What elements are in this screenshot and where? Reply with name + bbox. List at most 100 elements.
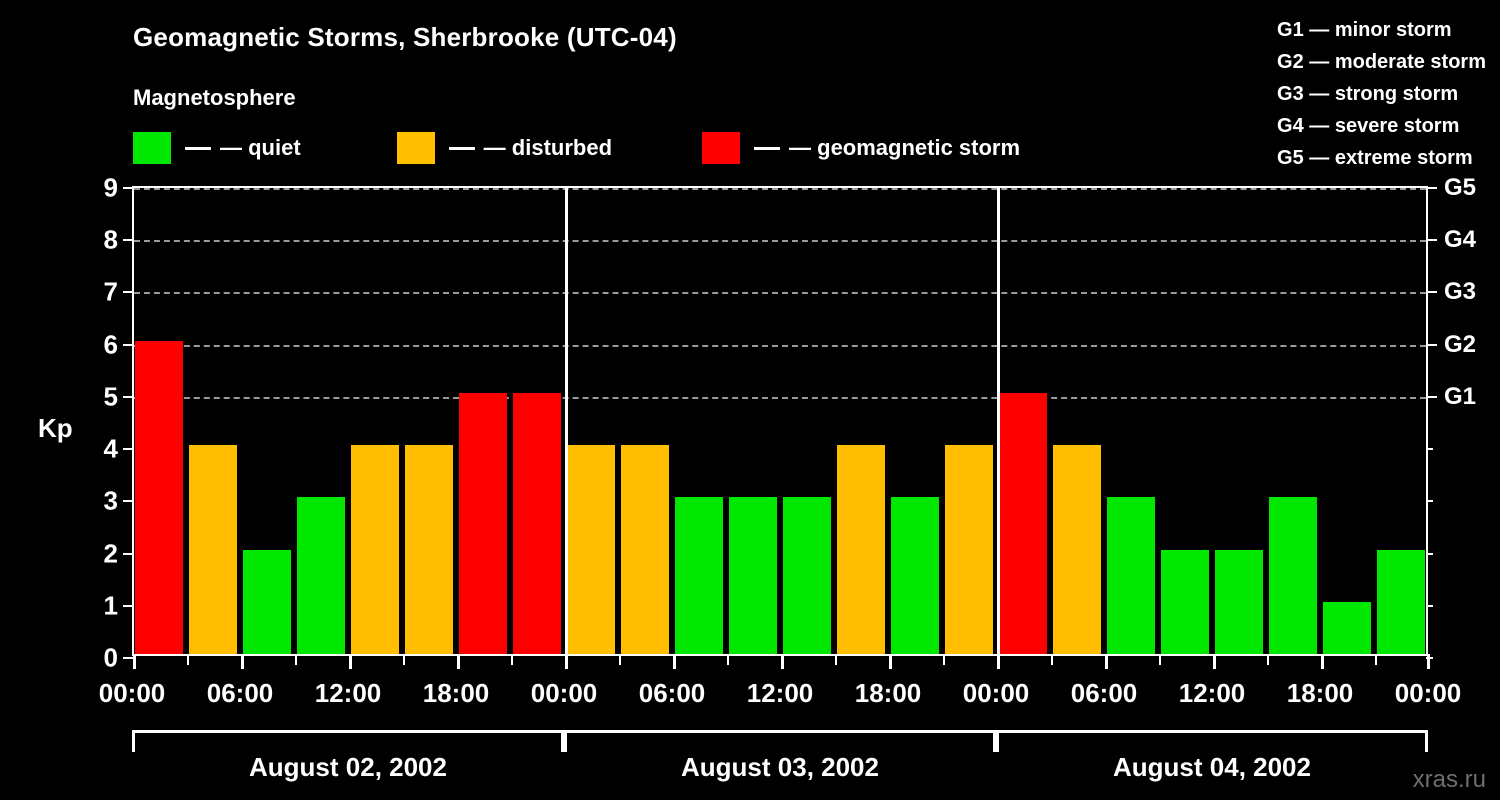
- x-tick-24: [1427, 654, 1430, 669]
- bar-kp: [459, 392, 507, 654]
- bar-kp: [243, 549, 291, 654]
- x-tick-21: [1267, 654, 1269, 665]
- y-tick-label-2: 2: [103, 538, 118, 569]
- bar-kp: [1053, 445, 1101, 654]
- right-tick-label-G2: G2: [1444, 330, 1477, 358]
- x-axis-label-11: 18:00: [1286, 678, 1354, 708]
- x-tick-18: [1105, 654, 1108, 669]
- right-minor-tick-2: [1426, 552, 1433, 555]
- y-tick-3: [123, 500, 134, 503]
- x-tick-22: [1321, 654, 1324, 669]
- y-tick-5: [123, 395, 134, 398]
- legend-dash-2: [754, 146, 781, 150]
- g-scale-row-2: G2 — moderate storm: [1277, 51, 1486, 73]
- x-axis-label-12: 00:00: [1394, 678, 1462, 708]
- x-tick-15: [943, 654, 945, 665]
- bar-kp: [1161, 549, 1209, 654]
- x-tick-2: [241, 654, 244, 669]
- bar-kp: [1215, 549, 1263, 654]
- y-tick-label-3: 3: [103, 485, 118, 516]
- x-tick-13: [835, 654, 837, 665]
- x-axis-label-2: 12:00: [314, 678, 382, 708]
- y-tick-4: [123, 448, 134, 451]
- x-tick-14: [889, 654, 892, 669]
- day-bracket-2: [564, 730, 996, 752]
- bar-kp: [1377, 549, 1425, 654]
- day-separator-2: [997, 188, 1000, 654]
- g-scale-row-4: G4 — severe storm: [1277, 115, 1460, 137]
- x-axis-label-7: 18:00: [854, 678, 922, 708]
- bar-kp: [783, 497, 831, 654]
- x-axis-label-4: 00:00: [530, 678, 598, 708]
- y-tick-2: [123, 552, 134, 555]
- x-tick-19: [1159, 654, 1161, 665]
- bar-kp: [891, 497, 939, 654]
- bar-kp: [405, 445, 453, 654]
- day-label-1: August 02, 2002: [249, 752, 447, 782]
- x-tick-11: [727, 654, 729, 665]
- bar-kp: [999, 392, 1047, 654]
- watermark: xras.ru: [1412, 766, 1486, 793]
- g-scale-row-1: G1 — minor storm: [1277, 19, 1452, 41]
- x-axis-label-0: 00:00: [98, 678, 166, 708]
- x-tick-5: [403, 654, 405, 665]
- right-tick-G2: [1426, 343, 1437, 346]
- right-tick-label-G3: G3: [1444, 278, 1477, 306]
- y-tick-0: [123, 657, 134, 659]
- bar-kp: [945, 445, 993, 654]
- page-title: Geomagnetic Storms, Sherbrooke (UTC-04): [133, 22, 677, 52]
- x-tick-23: [1375, 654, 1377, 665]
- right-minor-tick-1: [1426, 604, 1433, 607]
- disturbed-swatch: [396, 132, 435, 164]
- right-tick-label-G1: G1: [1444, 382, 1477, 410]
- bar-kp: [135, 340, 183, 654]
- legend-dash-0: [185, 146, 211, 150]
- x-axis-label-9: 06:00: [1070, 678, 1138, 708]
- right-tick-G1: [1426, 395, 1437, 398]
- y-tick-label-1: 1: [103, 590, 118, 621]
- legend-dash-1: [448, 146, 475, 150]
- x-tick-6: [457, 654, 460, 669]
- y-tick-label-8: 8: [103, 224, 118, 255]
- bar-kp: [297, 497, 345, 654]
- bar-kp: [351, 445, 399, 654]
- legend-label-2: — geomagnetic storm: [789, 135, 1021, 160]
- x-tick-9: [619, 654, 621, 665]
- right-minor-tick-3: [1426, 500, 1433, 503]
- x-axis-label-6: 12:00: [746, 678, 814, 708]
- day-label-2: August 03, 2002: [681, 752, 879, 782]
- bar-kp: [729, 497, 777, 654]
- bar-kp: [567, 445, 615, 654]
- gridline-kp-8: [134, 240, 1426, 243]
- y-tick-1: [123, 604, 134, 607]
- x-tick-17: [1051, 654, 1053, 665]
- y-tick-9: [123, 187, 134, 189]
- x-tick-1: [187, 654, 189, 665]
- gridline-kp-7: [134, 292, 1426, 295]
- y-tick-label-6: 6: [103, 329, 118, 360]
- day-bracket-3: [996, 730, 1428, 752]
- x-tick-12: [781, 654, 784, 669]
- y-tick-label-0: 0: [103, 642, 118, 673]
- x-axis-label-3: 18:00: [422, 678, 490, 708]
- legend-label-0: — quiet: [220, 135, 301, 160]
- chart-plot-area: 0 1 2 3 4 5 6 7 8 9 G1 G2 G3 G4 G5: [104, 173, 1476, 673]
- y-tick-7: [123, 291, 134, 294]
- right-tick-G5: [1426, 187, 1437, 189]
- x-tick-16: [997, 654, 1000, 669]
- x-tick-20: [1213, 654, 1216, 669]
- right-tick-G4: [1426, 239, 1437, 242]
- y-axis-title: Kp: [38, 413, 73, 443]
- x-tick-10: [673, 654, 676, 669]
- gridline-kp-9: [134, 188, 1426, 190]
- x-tick-0: [133, 654, 136, 669]
- g-scale-legend: G1 — minor storm G2 — moderate storm G3 — …: [1277, 14, 1486, 174]
- bar-kp: [513, 392, 561, 654]
- legend: — quiet — disturbed — geomagnetic storm: [133, 132, 1020, 164]
- day-separator-1: [565, 188, 568, 654]
- gridline-kp-6: [134, 344, 1426, 347]
- y-tick-label-5: 5: [103, 381, 118, 412]
- x-axis-label-1: 06:00: [206, 678, 274, 708]
- gridline-kp-5: [134, 396, 1426, 399]
- storm-swatch: [702, 132, 741, 164]
